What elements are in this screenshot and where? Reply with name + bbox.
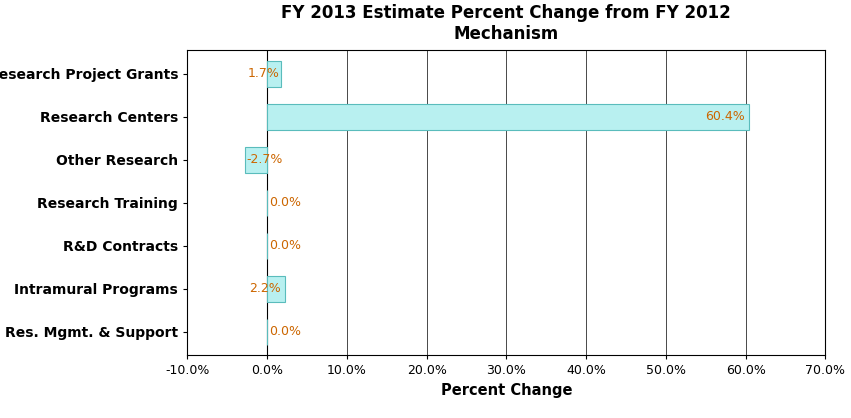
- Text: 0.0%: 0.0%: [270, 325, 301, 338]
- Title: FY 2013 Estimate Percent Change from FY 2012
Mechanism: FY 2013 Estimate Percent Change from FY …: [282, 4, 731, 43]
- Text: 60.4%: 60.4%: [705, 110, 745, 123]
- Bar: [267, 104, 749, 130]
- Text: 0.0%: 0.0%: [270, 239, 301, 252]
- Text: -2.7%: -2.7%: [246, 153, 283, 166]
- X-axis label: Percent Change: Percent Change: [441, 383, 572, 398]
- Text: 1.7%: 1.7%: [248, 67, 280, 80]
- Text: 2.2%: 2.2%: [248, 282, 281, 295]
- Text: 0.0%: 0.0%: [270, 196, 301, 209]
- Bar: [267, 61, 281, 87]
- Bar: [267, 276, 284, 301]
- Bar: [245, 147, 267, 173]
